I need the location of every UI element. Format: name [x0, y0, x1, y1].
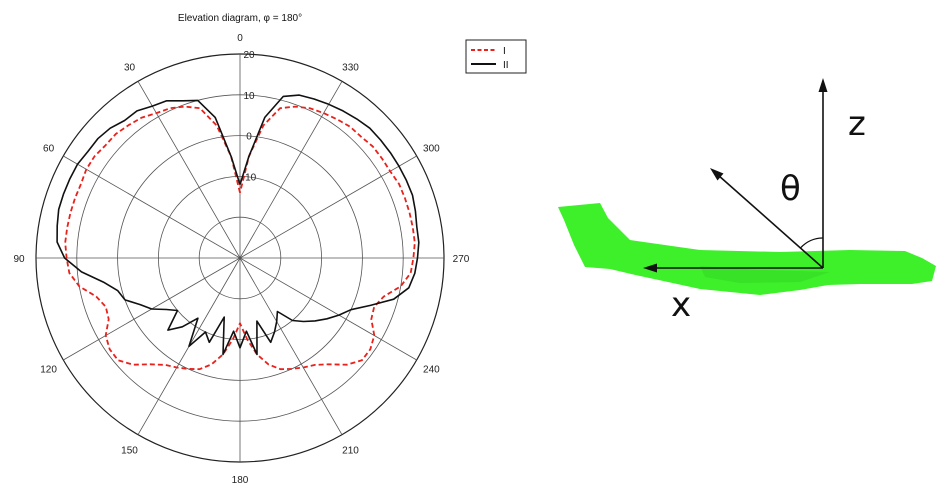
grid-spoke-330 — [239, 81, 343, 259]
angle-tick-180: 180 — [232, 475, 249, 486]
angle-tick-0: 0 — [237, 33, 243, 44]
angle-tick-150: 150 — [121, 445, 138, 456]
grid-spoke-30 — [137, 81, 241, 259]
aircraft-silhouette — [558, 203, 936, 295]
legend-label-I: I — [503, 46, 506, 57]
z-axis-arrowhead — [818, 78, 828, 92]
angle-tick-210: 210 — [342, 445, 359, 456]
aircraft-diagram: z x θ — [558, 78, 936, 325]
aircraft-wing-shade — [700, 266, 830, 283]
theta-direction-arrowhead — [710, 168, 724, 181]
angle-tick-330: 330 — [342, 63, 359, 74]
angle-tick-90: 90 — [13, 254, 25, 265]
legend-label-II: II — [503, 60, 509, 71]
radial-tick-20: 20 — [243, 50, 255, 61]
radial-tick-10: 10 — [243, 91, 255, 102]
z-axis-label: z — [848, 104, 866, 144]
grid-spoke-210 — [239, 257, 343, 435]
radial-tick-0: 0 — [246, 132, 252, 143]
grid-spoke-300 — [239, 155, 417, 259]
angle-tick-270: 270 — [453, 254, 470, 265]
theta-label: θ — [780, 169, 801, 209]
polar-grid — [35, 53, 445, 463]
angle-tick-120: 120 — [40, 365, 57, 376]
x-axis-label: x — [671, 285, 691, 325]
angle-tick-60: 60 — [43, 144, 55, 155]
angle-tick-300: 300 — [423, 144, 440, 155]
series-line-I — [64, 105, 416, 371]
legend: I II — [465, 39, 527, 74]
grid-spoke-60 — [63, 155, 241, 259]
angle-tick-labels: 0 30 60 90 120 150 180 210 240 270 300 330 — [13, 33, 469, 486]
radial-tick-labels: 20 10 0 -10 — [242, 50, 257, 183]
grid-spoke-240 — [239, 257, 417, 361]
series-lines — [56, 94, 420, 371]
angle-tick-30: 30 — [124, 63, 136, 74]
radial-tick--10: -10 — [242, 172, 257, 183]
series-line-II — [56, 94, 420, 356]
x-axis-arrowhead — [643, 263, 657, 273]
legend-box — [465, 39, 527, 74]
polar-chart: Elevation diagram, φ = 180° 0 30 60 90 120 15… — [13, 13, 527, 486]
chart-title: Elevation diagram, φ = 180° — [178, 13, 302, 24]
angle-tick-240: 240 — [423, 365, 440, 376]
theta-angle-arc — [800, 237, 824, 249]
theta-direction-line — [717, 174, 824, 269]
